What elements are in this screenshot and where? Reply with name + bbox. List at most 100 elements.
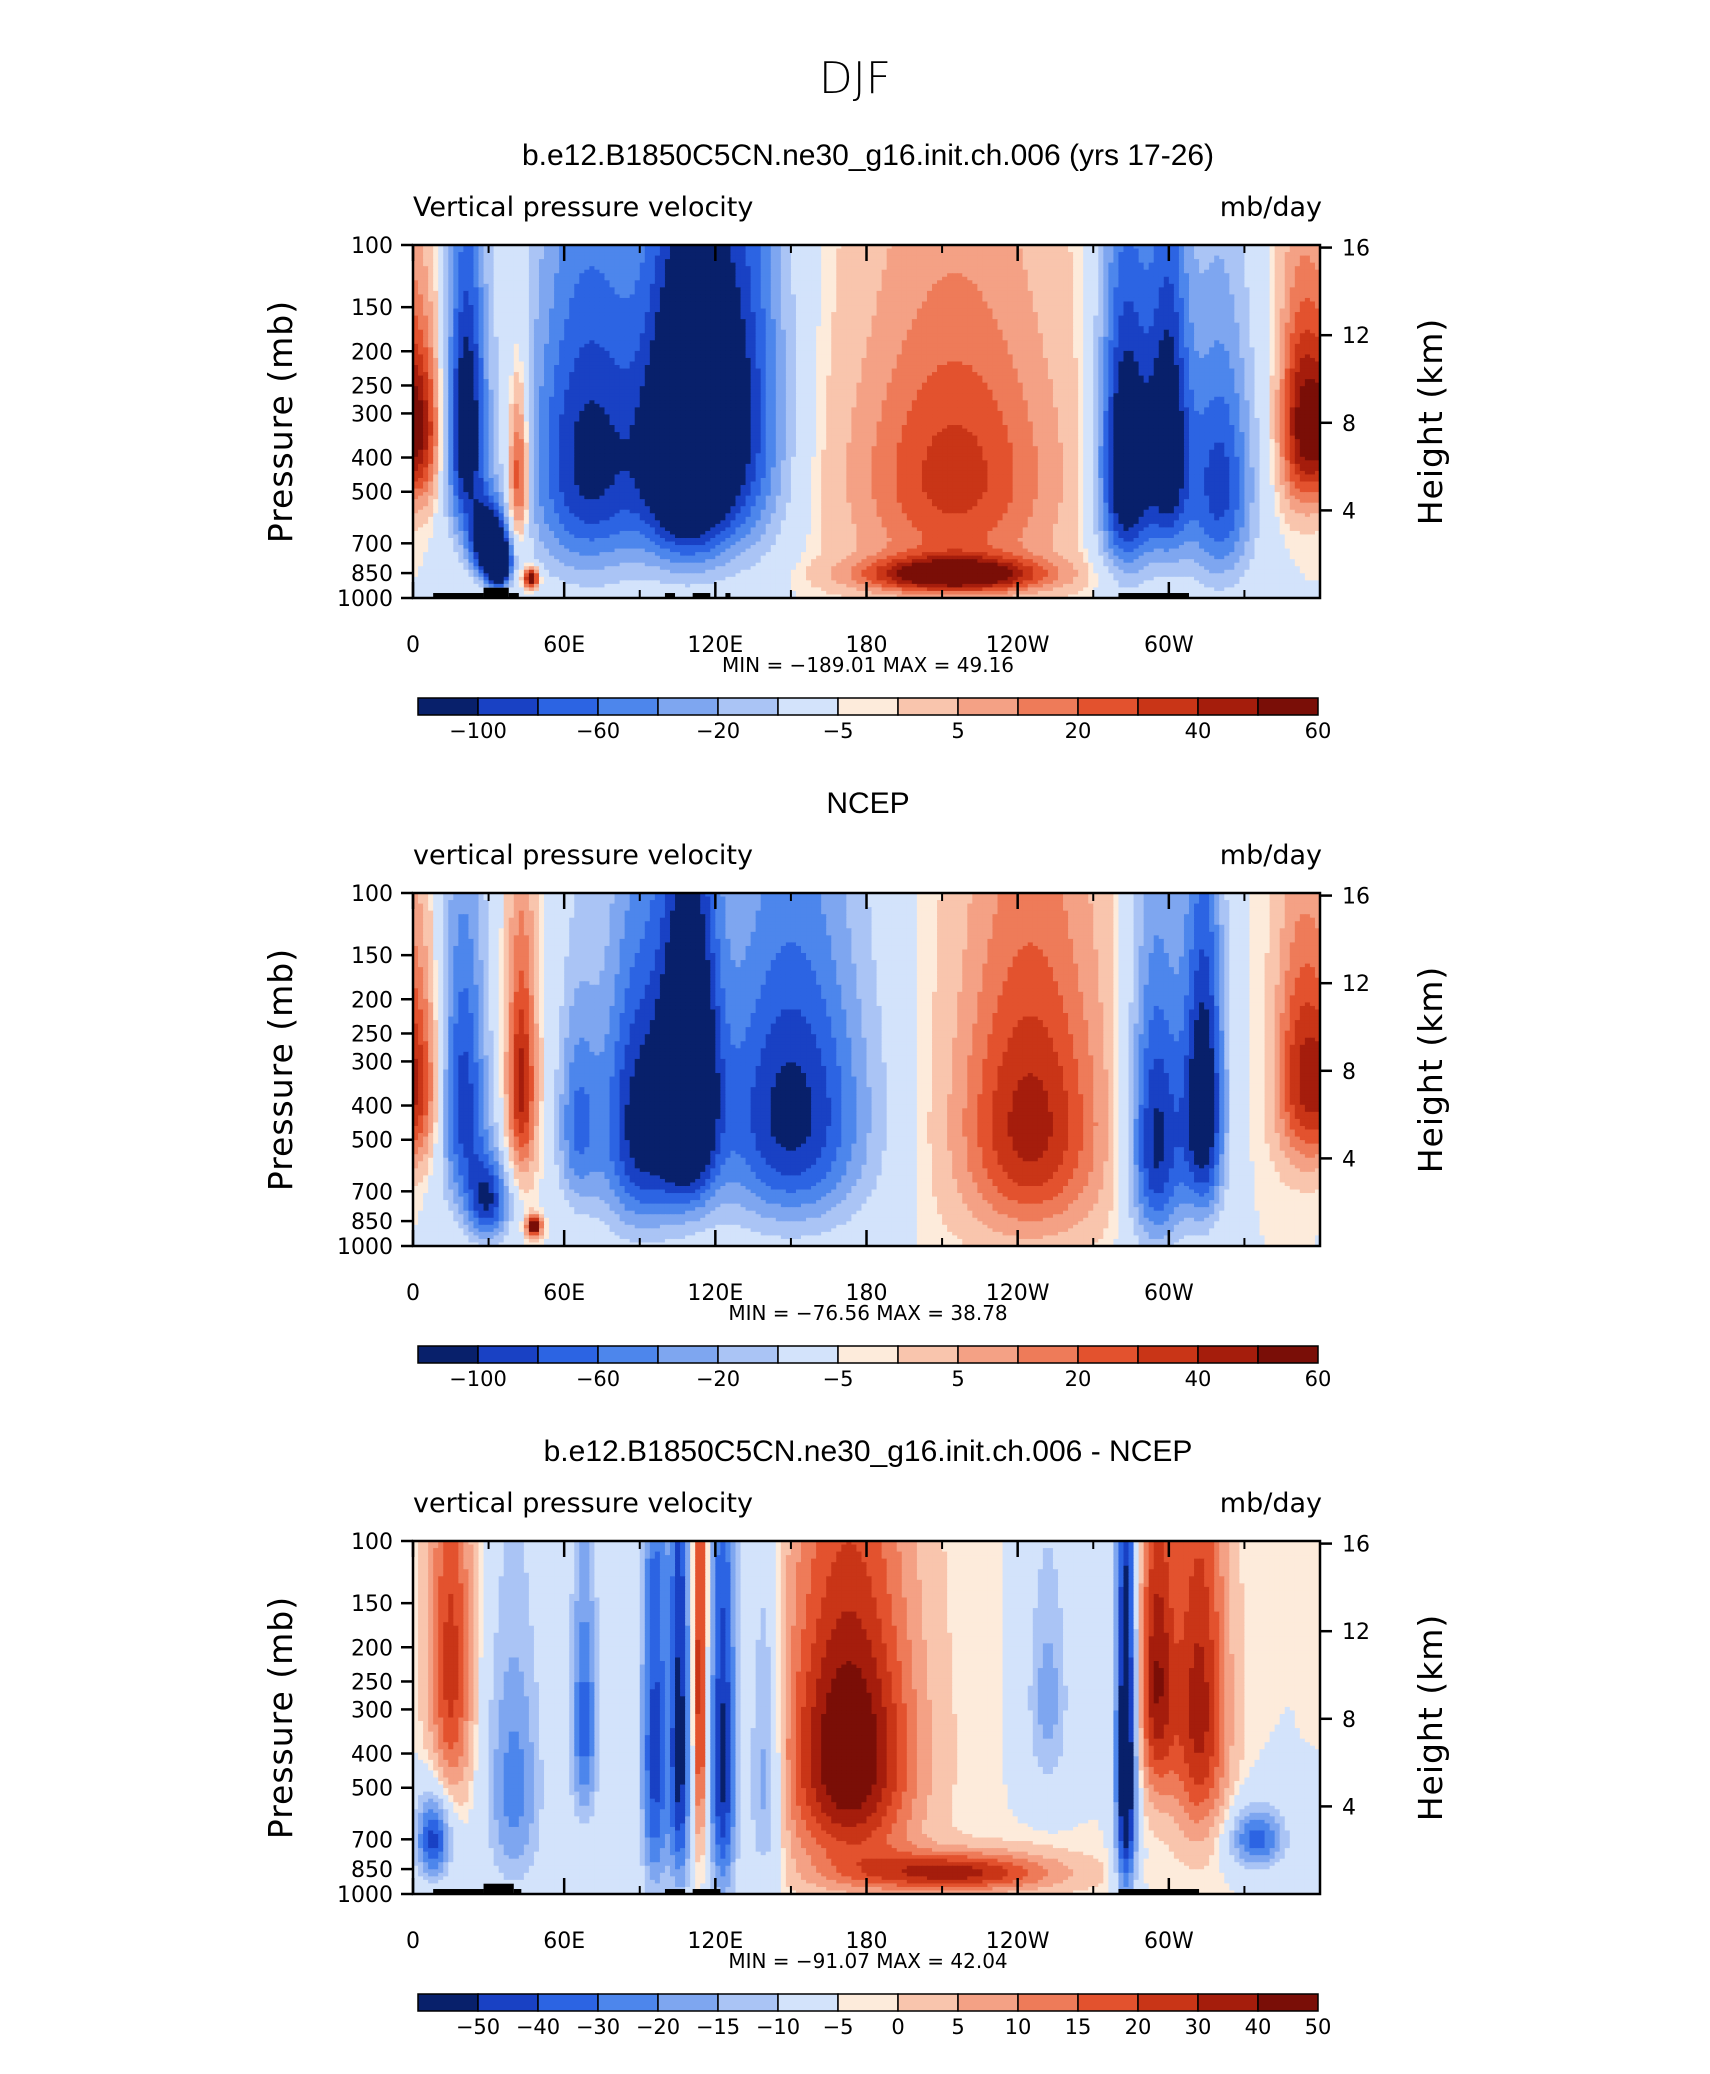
- contour-cell: [1289, 319, 1296, 324]
- contour-cell: [937, 322, 943, 327]
- contour-cell: [1098, 276, 1104, 281]
- contour-cell: [866, 287, 873, 292]
- contour-cell: [1168, 319, 1175, 324]
- contour-cell: [1103, 283, 1109, 288]
- contour-cell: [1093, 287, 1099, 292]
- contour-cell: [1234, 308, 1240, 313]
- contour-cell: [926, 262, 933, 267]
- contour-cell: [710, 322, 716, 327]
- contour-cell: [473, 319, 480, 324]
- contour-cell: [549, 259, 555, 264]
- contour-cell: [685, 301, 691, 306]
- contour-cell: [1037, 280, 1044, 285]
- contour-cell: [730, 280, 737, 285]
- contour-cell: [1032, 248, 1039, 253]
- contour-cell: [876, 336, 883, 341]
- contour-cell: [836, 326, 842, 331]
- contour-cell: [574, 273, 580, 278]
- contour-cell: [705, 329, 711, 334]
- contour-cell: [866, 308, 873, 313]
- contour-cell: [1042, 269, 1049, 274]
- contour-cell: [554, 326, 560, 331]
- contour-cell: [589, 259, 595, 264]
- contour-cell: [523, 269, 530, 274]
- contour-cell: [750, 301, 757, 306]
- contour-cell: [851, 259, 858, 264]
- contour-cell: [644, 283, 651, 288]
- contour-cell: [1188, 322, 1195, 327]
- contour-cell: [1068, 259, 1074, 264]
- contour-cell: [1017, 336, 1024, 341]
- contour-cell: [1027, 290, 1034, 296]
- contour-cell: [932, 340, 938, 345]
- contour-cell: [765, 287, 772, 292]
- contour-cell: [1259, 308, 1266, 313]
- contour-cell: [574, 308, 580, 313]
- contour-cell: [1163, 259, 1170, 264]
- contour-cell: [740, 308, 747, 313]
- contour-cell: [453, 248, 459, 253]
- contour-cell: [609, 276, 616, 281]
- contour-cell: [1088, 273, 1094, 278]
- contour-cell: [1007, 245, 1014, 250]
- contour-cell: [916, 326, 923, 331]
- contour-cell: [861, 269, 868, 274]
- contour-cell: [1229, 319, 1235, 324]
- contour-cell: [1304, 326, 1311, 331]
- contour-cell: [1309, 333, 1316, 338]
- contour-cell: [1093, 322, 1099, 327]
- contour-cell: [493, 290, 500, 296]
- contour-cell: [745, 340, 752, 345]
- contour-cell: [806, 322, 812, 327]
- contour-cell: [518, 322, 525, 327]
- contour-cell: [846, 273, 852, 278]
- contour-cell: [1269, 248, 1276, 253]
- contour-cell: [836, 294, 842, 299]
- contour-cell: [1063, 280, 1069, 285]
- contour-cell: [680, 329, 686, 334]
- contour-cell: [795, 245, 802, 250]
- contour-cell: [866, 329, 873, 334]
- contour-cell: [1309, 276, 1316, 281]
- contour-cell: [962, 319, 968, 324]
- contour-cell: [1209, 290, 1215, 296]
- contour-cell: [745, 283, 752, 288]
- contour-cell: [458, 308, 464, 313]
- contour-cell: [735, 273, 742, 278]
- contour-cell: [735, 308, 742, 313]
- contour-cell: [433, 308, 439, 313]
- contour-cell: [1163, 333, 1170, 338]
- contour-cell: [1133, 283, 1140, 288]
- contour-cell: [1168, 269, 1175, 274]
- contour-cell: [1234, 333, 1240, 338]
- contour-cell: [649, 305, 656, 310]
- contour-cell: [1073, 273, 1079, 278]
- contour-cell: [1133, 322, 1140, 327]
- contour-cell: [831, 340, 837, 345]
- contour-cell: [715, 333, 721, 338]
- contour-cell: [780, 290, 787, 296]
- contour-cell: [614, 255, 621, 260]
- contour-cell: [448, 280, 454, 285]
- contour-cell: [428, 315, 434, 320]
- contour-cell: [690, 290, 696, 296]
- contour-cell: [544, 255, 550, 260]
- contour-cell: [533, 262, 540, 267]
- contour-cell: [1093, 276, 1099, 281]
- contour-cell: [1229, 305, 1235, 310]
- contour-cell: [579, 294, 585, 299]
- contour-cell: [528, 305, 535, 310]
- contour-cell: [1093, 319, 1099, 324]
- contour-cell: [554, 276, 560, 281]
- contour-cell: [932, 312, 938, 317]
- contour-cell: [916, 280, 923, 285]
- contour-cell: [559, 280, 565, 285]
- contour-cell: [1168, 280, 1175, 285]
- contour-cell: [1093, 248, 1099, 253]
- contour-cell: [987, 290, 994, 296]
- contour-cell: [926, 336, 933, 341]
- contour-cell: [725, 290, 732, 296]
- contour-cell: [755, 305, 762, 310]
- contour-cell: [1063, 255, 1069, 260]
- contour-cell: [478, 269, 485, 274]
